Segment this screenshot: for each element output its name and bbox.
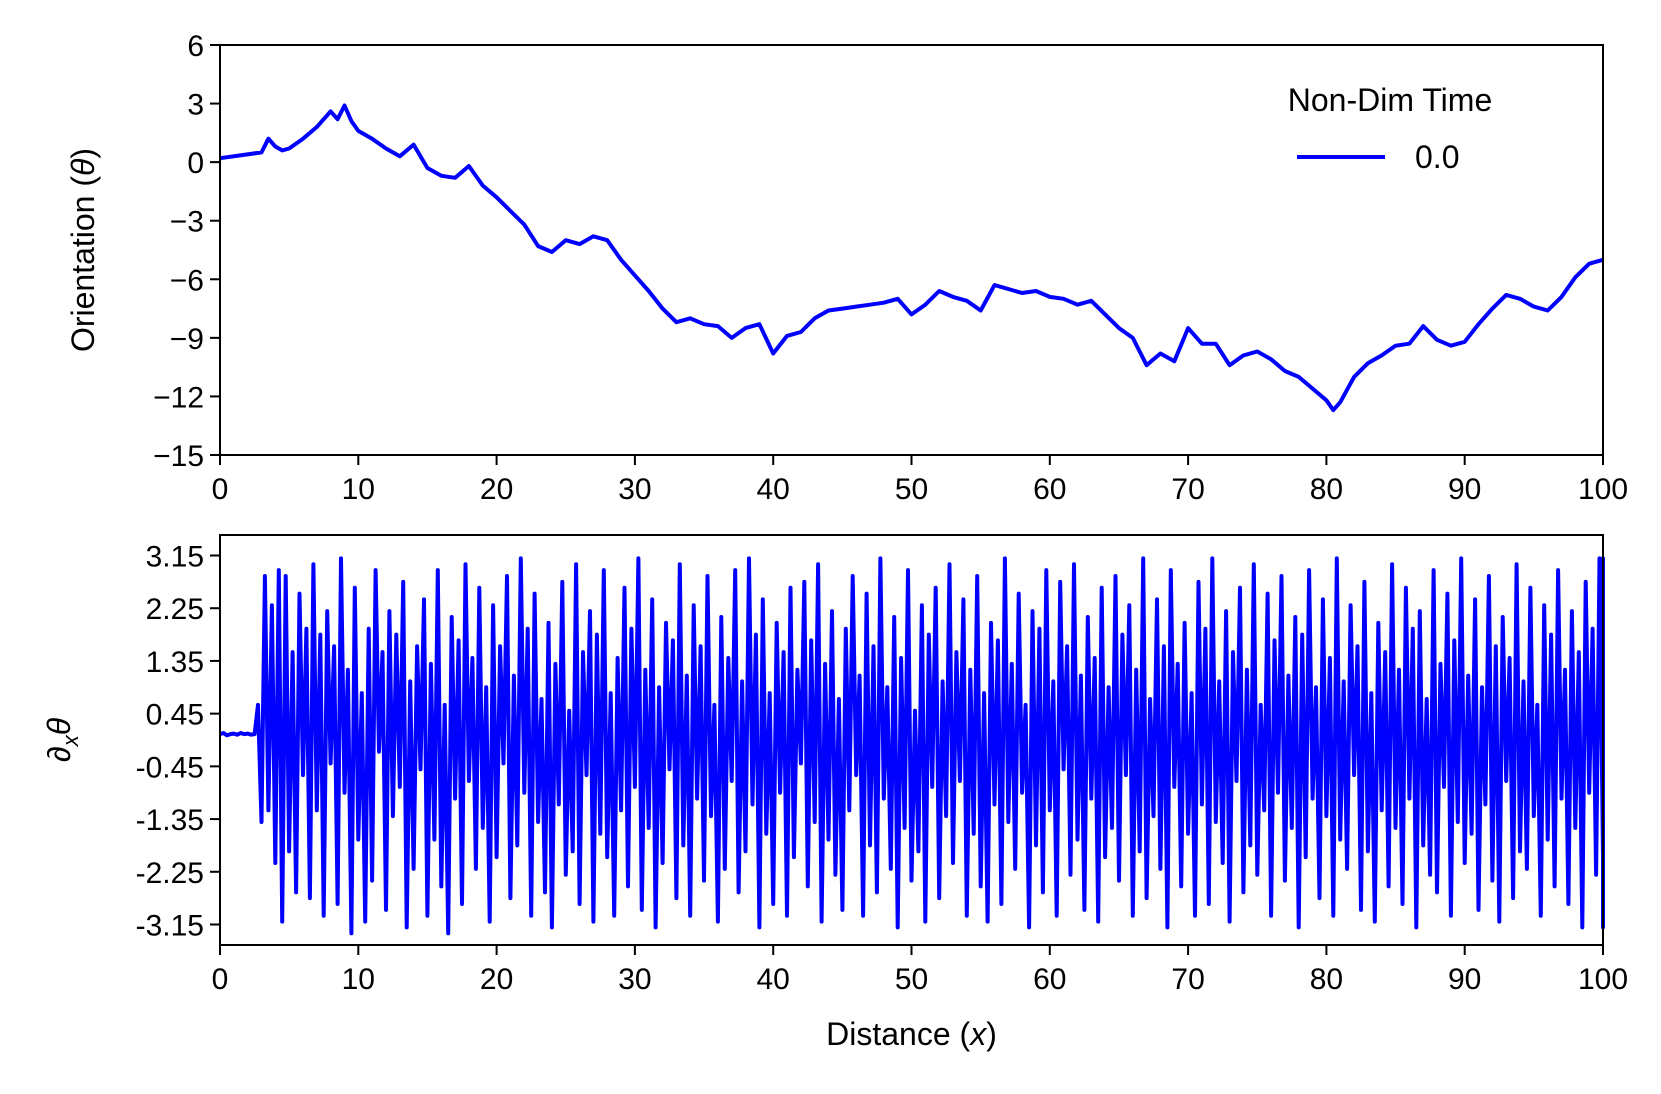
x-tick-label: 90 xyxy=(1448,963,1481,996)
x-tick-label: 50 xyxy=(895,473,928,506)
x-tick-label: 70 xyxy=(1171,963,1204,996)
y-tick-label: -3.15 xyxy=(136,910,204,943)
y-tick-label: -1.35 xyxy=(136,804,204,837)
x-tick-label: 90 xyxy=(1448,473,1481,506)
x-tick-label: 10 xyxy=(342,963,375,996)
x-tick-label: 0 xyxy=(212,473,229,506)
x-tick-label: 80 xyxy=(1310,963,1343,996)
y-tick-label: 6 xyxy=(187,30,204,63)
x-tick-label: 100 xyxy=(1578,473,1628,506)
y-axis-title-orientation: Orientation (θ) xyxy=(65,148,101,352)
y-tick-label: 0 xyxy=(187,147,204,180)
x-tick-label: 60 xyxy=(1033,473,1066,506)
x-axis-title: Distance (x) xyxy=(826,1016,997,1052)
orientation-panel: 0 10 20 30 40 50 60 70 80 90 100630−3−6−9−12−15Ori… xyxy=(65,30,1628,506)
y-tick-label: 3.15 xyxy=(146,541,204,574)
y-tick-label: −3 xyxy=(170,206,204,239)
y-axis-title-gradient: ∂xθ xyxy=(41,717,83,762)
legend-entry-label: 0.0 xyxy=(1415,139,1459,175)
y-tick-label: −6 xyxy=(170,264,204,297)
series-line-orientation xyxy=(219,103,1604,413)
x-tick-label: 40 xyxy=(757,963,790,996)
x-tick-label: 60 xyxy=(1033,963,1066,996)
y-tick-label: 3 xyxy=(187,89,204,122)
y-tick-label: 1.35 xyxy=(146,646,204,679)
y-tick-label: −15 xyxy=(153,440,204,473)
x-tick-label: 100 xyxy=(1578,963,1628,996)
legend-title: Non-Dim Time xyxy=(1288,82,1492,118)
y-tick-label: 0.45 xyxy=(146,699,204,732)
x-tick-label: 10 xyxy=(342,473,375,506)
x-tick-label: 30 xyxy=(618,963,651,996)
x-tick-label: 0 xyxy=(212,963,229,996)
series-line-gradient xyxy=(219,556,1605,936)
y-tick-label: -0.45 xyxy=(136,751,204,784)
x-tick-label: 20 xyxy=(480,473,513,506)
x-tick-label: 20 xyxy=(480,963,513,996)
y-tick-label: -2.25 xyxy=(136,857,204,890)
y-tick-label: −12 xyxy=(153,381,204,414)
y-tick-label: −9 xyxy=(170,323,204,356)
x-tick-label: 80 xyxy=(1310,473,1343,506)
legend: Non-Dim Time 0.0 xyxy=(1288,82,1492,175)
x-tick-label: 50 xyxy=(895,963,928,996)
x-tick-label: 40 xyxy=(757,473,790,506)
x-tick-label: 30 xyxy=(618,473,651,506)
gradient-panel: 0 10 20 30 40 50 60 70 80 90 100 3.15 2.25 1.35 0.45 -0… xyxy=(41,534,1628,1052)
y-tick-label: 2.25 xyxy=(146,593,204,626)
x-tick-label: 70 xyxy=(1171,473,1204,506)
